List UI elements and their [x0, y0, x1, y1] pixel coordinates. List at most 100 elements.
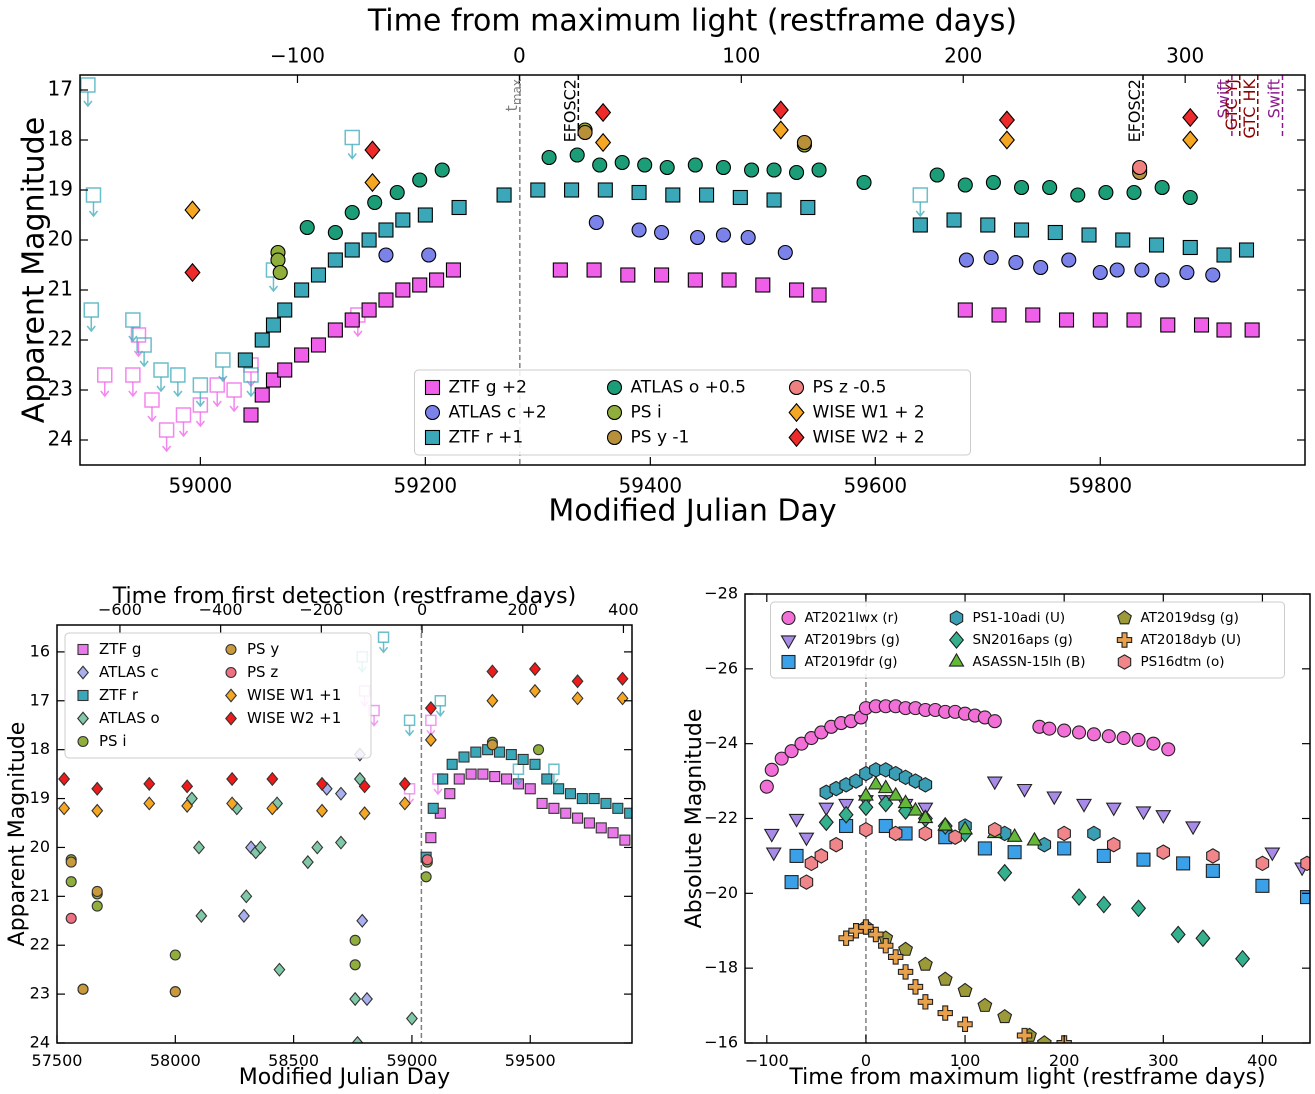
data-point [1176, 856, 1191, 871]
data-point [421, 247, 437, 263]
axes-frame [79, 74, 1306, 466]
data-point [991, 307, 1007, 323]
data-point [424, 701, 437, 716]
data-point [361, 991, 373, 1007]
reference-label-sub: max [509, 79, 523, 105]
data-point [912, 217, 928, 233]
data-point [316, 803, 328, 818]
data-point [334, 835, 347, 850]
data-point [772, 100, 789, 120]
data-point [595, 102, 612, 123]
data-point [572, 812, 584, 824]
limit-arrow [378, 642, 389, 654]
plot-area [80, 75, 1284, 465]
data-point [1182, 107, 1199, 128]
legend-label: ZTF g [99, 640, 141, 658]
data-point [917, 809, 934, 824]
data-point [654, 267, 670, 283]
data-point [529, 758, 541, 770]
data-point [273, 962, 286, 977]
legend-label: ASASSN-15lh (B) [973, 654, 1086, 670]
y-tick-label: 16 [30, 641, 50, 660]
data-point [597, 182, 613, 198]
limit-arrow [128, 327, 138, 343]
data-point [858, 798, 874, 817]
legend-box [414, 369, 971, 456]
data-point [358, 806, 371, 821]
plot-area [58, 625, 632, 1043]
data-point [838, 798, 855, 813]
data-point [489, 771, 501, 783]
data-point [477, 768, 489, 780]
y-tick-label: 18 [48, 127, 73, 151]
legend-label: WISE W1 +1 [247, 686, 341, 704]
data-point [445, 262, 462, 278]
data-point [898, 941, 914, 956]
legend-marker [788, 427, 805, 448]
limit-arrow [246, 382, 256, 398]
data-point [501, 773, 513, 785]
data-point [486, 664, 499, 679]
data-point [690, 229, 706, 246]
limit-arrow [86, 317, 96, 333]
reference-label: tmax [501, 79, 523, 111]
legend-label: PS i [631, 403, 662, 423]
data-point [772, 120, 789, 140]
data-point [607, 827, 619, 839]
data-point [907, 801, 924, 816]
upper-limit [192, 377, 209, 393]
data-point [184, 200, 201, 220]
data-point [715, 159, 731, 176]
legend-label: AT2019brs (g) [805, 632, 900, 648]
data-point [784, 875, 799, 890]
data-point [1182, 189, 1198, 206]
data-point [1025, 307, 1041, 323]
upper-limit [158, 422, 175, 438]
data-point [453, 773, 465, 785]
data-point [789, 282, 805, 298]
data-point [631, 184, 647, 201]
data-point [1130, 899, 1147, 918]
y-tick-label: 19 [48, 177, 73, 201]
data-point [788, 813, 805, 828]
data-point [1086, 727, 1101, 742]
data-point [226, 771, 239, 787]
x-tick-label: 58000 [150, 1051, 201, 1070]
y-tick-label: 23 [48, 377, 73, 401]
data-point [470, 746, 482, 758]
data-point [1244, 322, 1260, 338]
data-point [766, 192, 782, 208]
legend-label: AT2018dyb (U) [1141, 632, 1242, 648]
data-point [957, 302, 973, 318]
y-tick-label: 20 [30, 837, 50, 856]
data-point [169, 986, 181, 998]
limit-arrow [88, 202, 99, 218]
data-point [868, 926, 884, 943]
data-point [505, 749, 517, 761]
data-point [1264, 847, 1281, 862]
data-point [612, 802, 624, 814]
limit-arrow [435, 705, 445, 717]
data-point [421, 854, 433, 866]
reference-label-text: EFOSC2 [560, 79, 579, 142]
data-point [687, 157, 703, 173]
data-point [796, 134, 812, 151]
legend-marker [781, 654, 796, 670]
x-tick-label: 300 [1148, 1051, 1179, 1070]
data-point [908, 773, 923, 789]
data-point [361, 302, 377, 318]
data-point [1300, 855, 1310, 872]
data-point [378, 247, 394, 263]
data-point [571, 691, 584, 706]
legend-label: AT2019dsg (g) [1141, 610, 1239, 626]
data-point [493, 746, 506, 758]
panel: −100 0 100 200 300 400 −28 −26 −24 −22 −20 −18 −16 Ti… [682, 584, 1311, 1090]
data-point [243, 407, 259, 423]
limit-arrow [133, 342, 144, 358]
upper-limit [434, 695, 447, 707]
data-point [583, 817, 595, 829]
data-point [838, 805, 854, 824]
data-point [907, 979, 924, 995]
data-point [1071, 725, 1087, 740]
data-point [398, 776, 411, 791]
